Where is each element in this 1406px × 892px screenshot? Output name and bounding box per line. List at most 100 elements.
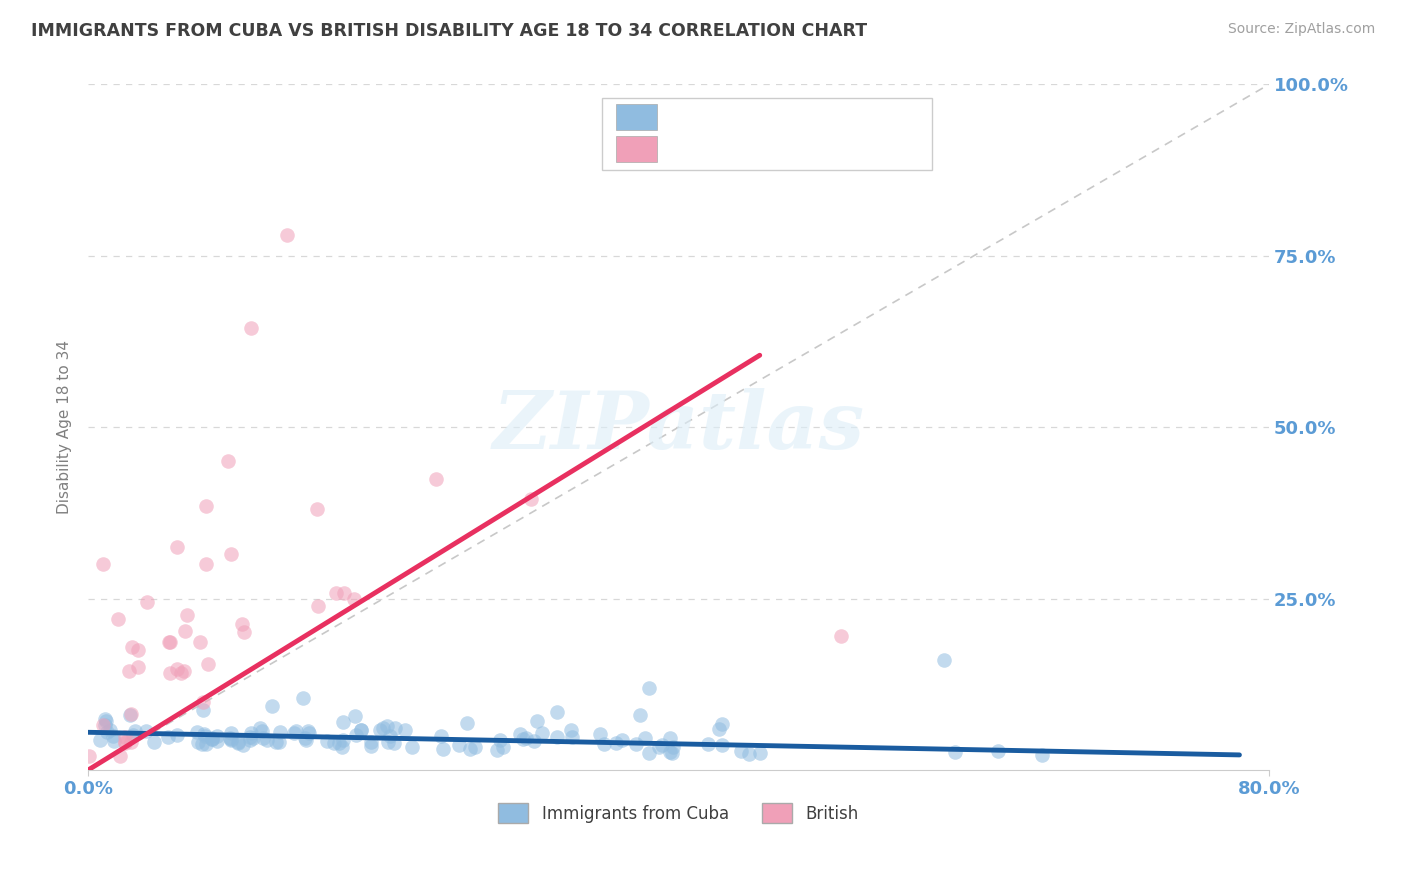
Point (662, 740, 685, 755)
Point (191, 737, 214, 751)
Point (332, 732, 354, 747)
Point (401, 739, 423, 754)
Point (219, 733, 242, 747)
Point (159, 666, 181, 681)
Point (79, 749, 101, 764)
Point (91, 558, 114, 572)
Point (447, 738, 470, 752)
FancyBboxPatch shape (602, 98, 932, 170)
Point (394, 723, 416, 738)
Point (200, 731, 222, 746)
Point (489, 733, 512, 747)
Point (173, 664, 195, 678)
Point (114, 730, 136, 744)
Point (344, 728, 367, 742)
Point (430, 729, 453, 743)
Point (89, 733, 111, 747)
Point (637, 746, 659, 760)
Point (264, 735, 287, 749)
Point (291, 691, 314, 706)
Point (332, 714, 354, 729)
Point (425, 472, 447, 486)
Point (226, 736, 249, 750)
Point (711, 717, 734, 731)
Point (98, 723, 121, 737)
Point (233, 624, 256, 639)
Point (648, 740, 671, 755)
Point (173, 624, 195, 639)
Point (96, 724, 118, 739)
Point (934, 653, 956, 667)
Point (256, 733, 278, 747)
Point (730, 744, 752, 758)
Point (830, 629, 852, 643)
Point (166, 728, 188, 742)
Text: R = -0.413    N = 119: R = -0.413 N = 119 (675, 108, 877, 127)
Point (605, 736, 627, 750)
Point (94, 712, 117, 726)
Point (659, 731, 682, 745)
Point (589, 727, 612, 741)
Point (382, 736, 405, 750)
Point (661, 746, 683, 760)
Point (127, 660, 149, 674)
Point (464, 739, 486, 754)
Text: ZIPatlas: ZIPatlas (492, 389, 865, 466)
Point (458, 742, 481, 756)
Point (94, 718, 117, 732)
Point (350, 723, 373, 738)
Point (284, 723, 307, 738)
Text: IMMIGRANTS FROM CUBA VS BRITISH DISABILITY AGE 18 TO 34 CORRELATION CHART: IMMIGRANTS FROM CUBA VS BRITISH DISABILI… (31, 22, 868, 40)
Point (432, 741, 454, 756)
Point (239, 730, 262, 744)
Point (515, 731, 537, 746)
Point (322, 736, 344, 750)
Point (530, 725, 553, 739)
Point (142, 735, 165, 749)
Point (195, 737, 218, 751)
Point (191, 695, 214, 709)
Point (749, 747, 772, 761)
Point (269, 735, 291, 749)
Point (221, 726, 243, 740)
Point (260, 699, 283, 714)
Point (512, 732, 534, 747)
Point (252, 723, 274, 738)
Point (546, 730, 568, 744)
Point (134, 724, 156, 739)
Point (375, 719, 398, 733)
Point (276, 228, 298, 243)
Point (360, 734, 382, 748)
Point (294, 732, 316, 747)
Point (592, 737, 614, 751)
Point (157, 731, 180, 745)
Point (546, 705, 568, 719)
Point (249, 721, 271, 735)
Point (377, 735, 399, 749)
Point (456, 716, 478, 731)
Point (560, 723, 582, 737)
Point (91, 718, 114, 732)
Point (628, 707, 651, 722)
Point (360, 739, 382, 753)
Point (166, 540, 188, 554)
Point (333, 586, 356, 600)
Point (219, 547, 242, 561)
Point (520, 492, 543, 507)
Point (186, 724, 208, 739)
Point (124, 723, 146, 738)
Point (492, 740, 515, 755)
Point (219, 731, 242, 746)
Point (127, 643, 149, 657)
Point (283, 725, 305, 739)
Point (136, 595, 159, 609)
Point (485, 743, 508, 757)
Point (121, 640, 143, 654)
Point (316, 733, 339, 747)
Point (297, 724, 319, 739)
Point (634, 731, 657, 746)
Point (166, 662, 188, 676)
Point (114, 736, 136, 750)
Point (378, 729, 401, 743)
FancyBboxPatch shape (616, 136, 657, 162)
